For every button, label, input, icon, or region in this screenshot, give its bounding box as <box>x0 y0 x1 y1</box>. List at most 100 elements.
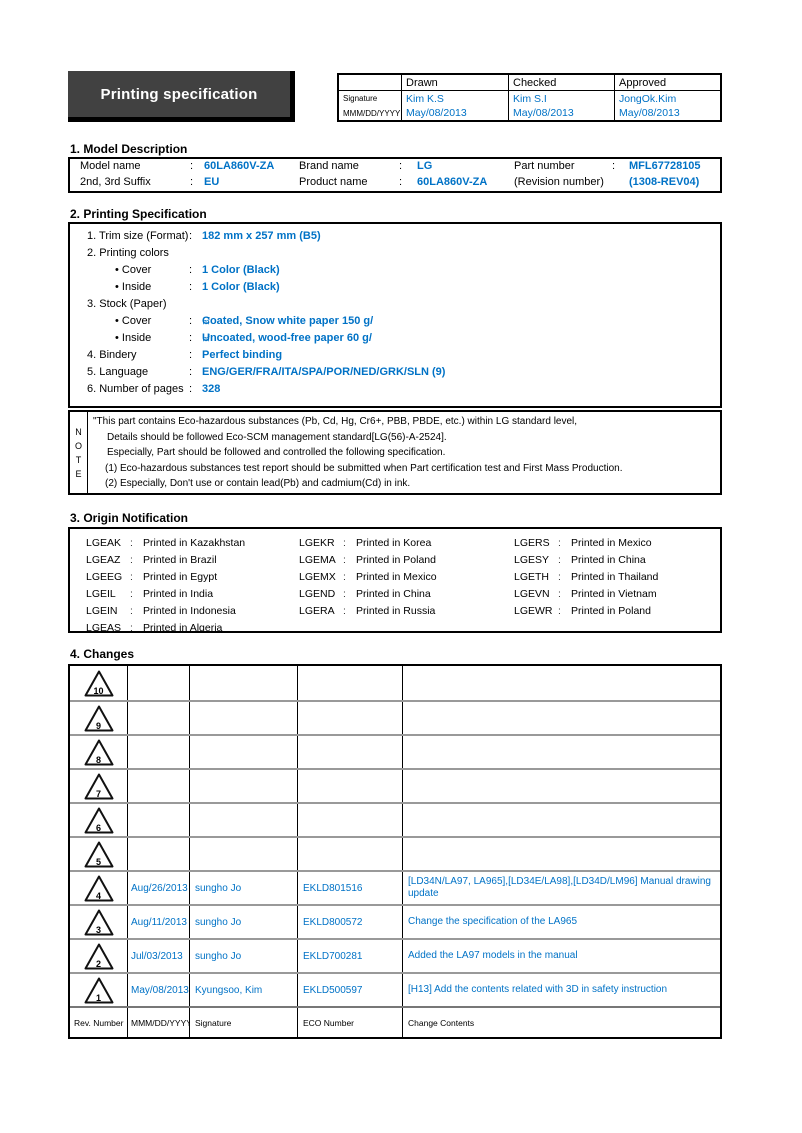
change-contents <box>402 666 720 700</box>
origin-column-2: LGEKR: Printed in Korea LGEMA: Printed in … <box>299 534 437 619</box>
signature-header-empty-cell <box>339 75 401 90</box>
spec-line-language: 5. Language : ENG/GER/FRA/ITA/SPA/POR/NE… <box>70 366 720 382</box>
unit-square-meter: ㎡ <box>202 317 210 326</box>
spec-label: 5. Language <box>87 366 149 378</box>
origin-code: LGEMX <box>299 570 336 583</box>
spec-label: 6. Number of pages <box>87 383 184 395</box>
revision-number: 3 <box>95 924 101 935</box>
origin-item: LGEIL: Printed in India <box>86 585 245 602</box>
change-row-10: 10 <box>70 666 720 700</box>
signature-header-row: Drawn Checked Approved <box>339 75 720 91</box>
note-vertical-label: N O T E <box>70 412 88 493</box>
spec-label: • Inside <box>115 332 152 344</box>
brand-name-label: Brand name <box>299 160 359 172</box>
section-heading-origin: 3. Origin Notification <box>70 511 189 525</box>
revision-number: 8 <box>95 754 101 765</box>
column-header-approved: Approved <box>614 75 720 90</box>
origin-country: Printed in China <box>571 553 646 566</box>
spec-value: Coated, Snow white paper 150 g/㎡ <box>202 315 373 327</box>
colon: : <box>343 604 346 617</box>
change-eco-number: EKLD801516 <box>297 872 402 904</box>
note-line: Especially, Part should be followed and … <box>107 447 446 458</box>
revision-triangle-icon: 7 <box>84 773 114 800</box>
origin-code: LGEAK <box>86 536 122 549</box>
spec-value: Perfect binding <box>202 349 283 361</box>
change-signature: sungho Jo <box>189 940 297 972</box>
spec-value-text: Uncoated, wood-free paper 60 g/ <box>202 332 372 344</box>
header-change-contents: Change Contents <box>402 1008 720 1037</box>
origin-code: LGETH <box>514 570 550 583</box>
spec-label: 4. Bindery <box>87 349 137 361</box>
colon: : <box>130 536 133 549</box>
note-line: (2) Especially, Don't use or contain lea… <box>105 478 411 489</box>
origin-code: LGEVN <box>514 587 550 600</box>
origin-country: Printed in Thailand <box>571 570 659 583</box>
model-name-label: Model name <box>80 160 141 172</box>
change-row-9: 9 <box>70 700 720 734</box>
change-eco-number <box>297 804 402 836</box>
change-row-6: 6 <box>70 802 720 836</box>
change-eco-number: EKLD500597 <box>297 974 402 1006</box>
origin-item: LGEAZ: Printed in Brazil <box>86 551 245 568</box>
unit-square-meter: ㎡ <box>202 334 210 343</box>
origin-country: Printed in China <box>356 587 431 600</box>
date-row: MMM/DD/YYYY May/08/2013 May/08/2013 May/… <box>339 106 720 120</box>
spec-label: • Inside <box>115 281 152 293</box>
colon: : <box>612 160 616 172</box>
origin-code: LGEAZ <box>86 553 121 566</box>
origin-code: LGERA <box>299 604 335 617</box>
origin-country: Printed in Algeria <box>143 621 223 634</box>
suffix-value: EU <box>204 176 220 188</box>
spec-label: • Cover <box>115 315 152 327</box>
origin-notification-table: LGEAK: Printed in Kazakhstan LGEAZ: Printe… <box>68 527 722 634</box>
origin-code: LGEKR <box>299 536 335 549</box>
column-header-drawn: Drawn <box>401 75 508 90</box>
document-title-banner: Printing specification <box>68 71 295 122</box>
revision-cell: 9 <box>70 702 127 734</box>
product-name-value: 60LA860V-ZA <box>417 176 488 188</box>
origin-country: Printed in Mexico <box>356 570 437 583</box>
spec-value: 182 mm x 257 mm (B5) <box>202 230 321 242</box>
revision-triangle-icon: 8 <box>84 739 114 766</box>
revision-number: 2 <box>95 958 101 969</box>
change-signature <box>189 770 297 802</box>
origin-item: LGEIN: Printed in Indonesia <box>86 602 245 619</box>
change-eco-number: EKLD800572 <box>297 906 402 938</box>
origin-code: LGEWR <box>514 604 553 617</box>
origin-item: LGEAK: Printed in Kazakhstan <box>86 534 245 551</box>
change-eco-number <box>297 838 402 870</box>
signature-row: Signature Kim K.S Kim S.I JongOk.Kim <box>339 91 720 106</box>
origin-code: LGERS <box>514 536 550 549</box>
model-description-table: Model name : 60LA860V-ZA Brand name : LG… <box>68 157 722 193</box>
origin-code: LGEAS <box>86 621 122 634</box>
spec-value: ENG/GER/FRA/ITA/SPA/POR/NED/GRK/SLN (9) <box>202 366 446 378</box>
signature-approved: JongOk.Kim <box>614 91 720 106</box>
changes-header-row: Rev. Number MMM/DD/YYYY Signature ECO Nu… <box>70 1006 720 1037</box>
signature-row-label: Signature <box>343 94 378 103</box>
spec-line-stock-inside: • Inside : Uncoated, wood-free paper 60 … <box>70 332 720 348</box>
spec-line-colors-inside: • Inside : 1 Color (Black) <box>70 281 720 297</box>
change-date <box>127 770 189 802</box>
origin-country: Printed in Mexico <box>571 536 652 549</box>
origin-column-3: LGERS: Printed in Mexico LGESY: Printed in… <box>514 534 658 619</box>
model-row-2: 2nd, 3rd Suffix : EU Product name : 60LA… <box>70 176 720 192</box>
revision-triangle-icon: 6 <box>84 807 114 834</box>
part-number-label: Part number <box>514 160 575 172</box>
origin-country: Printed in India <box>143 587 214 600</box>
note-line: (1) Eco-hazardous substances test report… <box>105 463 623 474</box>
product-name-label: Product name <box>299 176 368 188</box>
revision-cell: 2 <box>70 940 127 972</box>
revision-cell: 1 <box>70 974 127 1006</box>
header-date: MMM/DD/YYYY <box>127 1008 189 1037</box>
revision-number: 7 <box>95 788 101 799</box>
origin-country: Printed in Egypt <box>143 570 218 583</box>
date-drawn: May/08/2013 <box>401 106 508 120</box>
revision-cell: 3 <box>70 906 127 938</box>
model-row-1: Model name : 60LA860V-ZA Brand name : LG… <box>70 160 720 176</box>
spec-line-stock-paper: 3. Stock (Paper) <box>70 298 720 314</box>
spec-label: • Cover <box>115 264 152 276</box>
eco-note-box: N O T E "This part contains Eco-hazardou… <box>68 410 722 495</box>
revision-triangle-icon: 1 <box>84 977 114 1004</box>
spec-line-colors-cover: • Cover : 1 Color (Black) <box>70 264 720 280</box>
model-name-value: 60LA860V-ZA <box>204 160 275 172</box>
